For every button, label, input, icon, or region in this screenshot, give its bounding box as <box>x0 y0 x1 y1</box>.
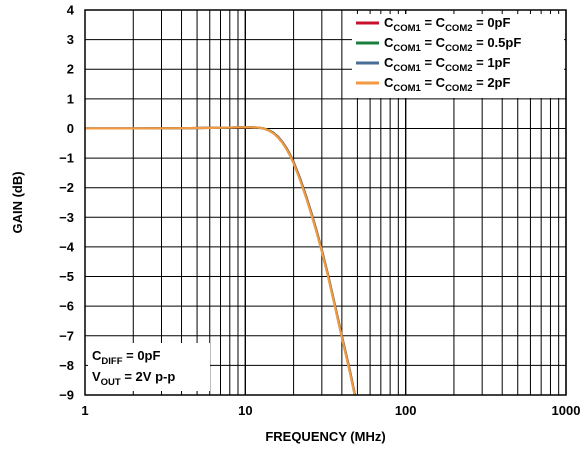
y-tick-label: −8 <box>59 358 74 373</box>
plot-grid <box>85 9 567 396</box>
x-tick-label: 10 <box>238 403 252 418</box>
x-tick-label: 1 <box>81 403 88 418</box>
annotation-box <box>88 343 210 391</box>
y-tick-label: −7 <box>59 328 74 343</box>
legend-entry: CCOM1 = CCOM2 = 2pF <box>384 75 511 94</box>
y-axis-title: GAIN (dB) <box>10 171 25 233</box>
y-tick-label: 1 <box>67 91 74 106</box>
annotation-vout: VOUT = 2V p-p <box>92 369 175 388</box>
x-tick-label: 100 <box>395 403 417 418</box>
annotation-cdiff: CDIFF = 0pF <box>92 348 160 367</box>
y-tick-label: −2 <box>59 180 74 195</box>
series-line-3 <box>85 126 356 395</box>
x-axis-title: FREQUENCY (MHz) <box>265 429 385 444</box>
legend-box <box>352 14 564 98</box>
legend-entry: CCOM1 = CCOM2 = 0.5pF <box>384 35 521 54</box>
series-curves <box>85 126 357 395</box>
y-tick-label: −1 <box>59 151 74 166</box>
y-tick-label: −9 <box>59 388 74 403</box>
y-tick-label: 0 <box>67 121 74 136</box>
plot-frame <box>84 9 567 396</box>
x-tick-label: 1000 <box>552 403 581 418</box>
legend-entry: CCOM1 = CCOM2 = 1pF <box>384 55 511 74</box>
conditions-annotation: CDIFF = 0pF VOUT = 2V p-p <box>88 343 210 391</box>
x-tick-labels: 1 10 100 1000 <box>81 403 580 418</box>
y-tick-label: −4 <box>59 239 75 254</box>
y-tick-label: 4 <box>67 3 75 18</box>
y-tick-labels: 4 3 2 1 0 −1 −2 −3 −4 −5 −6 −7 −8 −9 <box>59 3 75 403</box>
y-tick-label: −3 <box>59 210 74 225</box>
y-tick-label: 2 <box>67 62 74 77</box>
y-tick-label: −5 <box>59 269 74 284</box>
y-tick-label: −6 <box>59 299 74 314</box>
legend-entry: CCOM1 = CCOM2 = 0pF <box>384 15 511 34</box>
y-tick-label: 3 <box>67 32 74 47</box>
